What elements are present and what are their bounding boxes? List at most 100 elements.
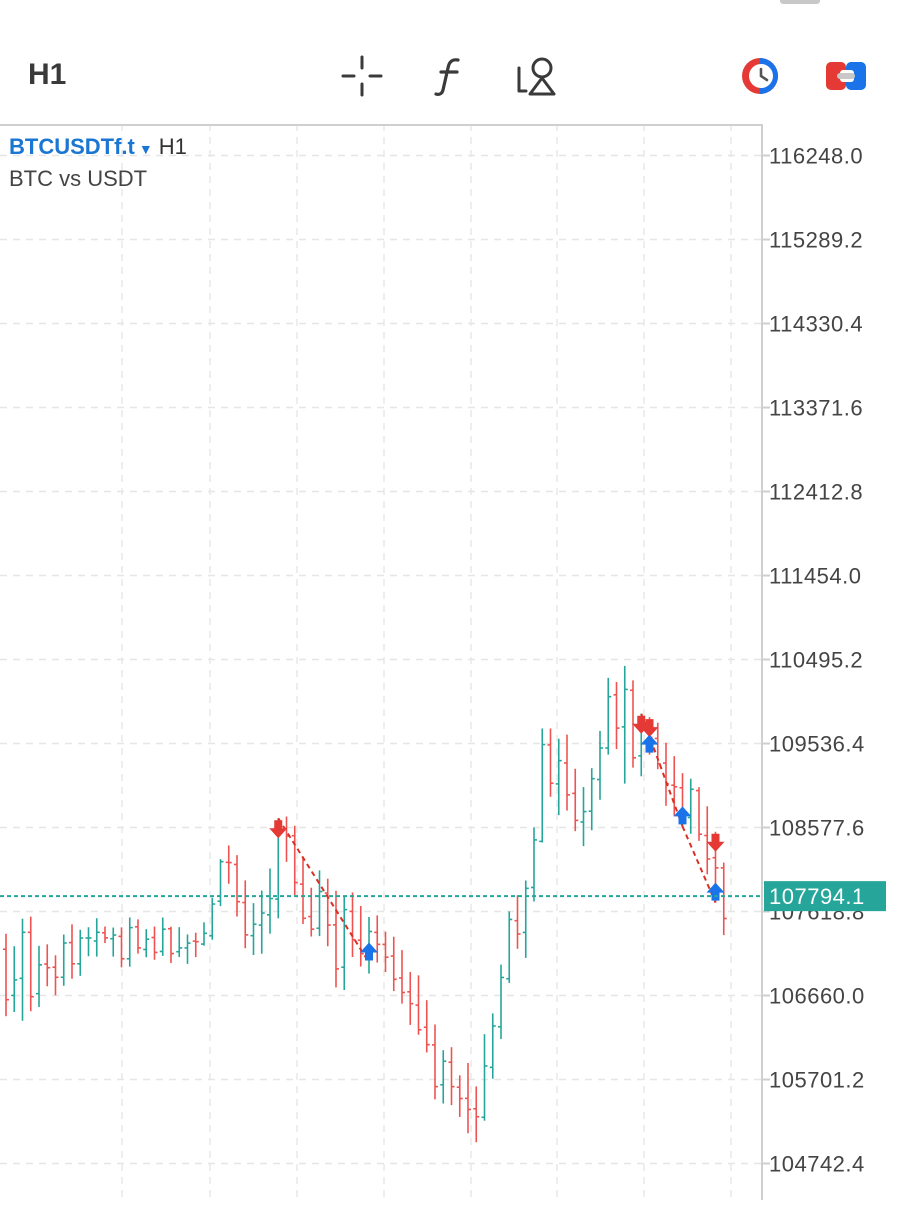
objects-icon[interactable] <box>514 54 558 98</box>
candle <box>696 787 702 841</box>
candle <box>341 895 348 990</box>
candle <box>572 768 579 832</box>
candle <box>498 964 504 1040</box>
candle <box>110 927 117 957</box>
candle <box>118 927 125 968</box>
candle <box>126 917 133 967</box>
price-tick-label: 111454.0 <box>769 564 862 589</box>
candle <box>374 915 381 963</box>
candle <box>432 1024 438 1100</box>
function-icon[interactable] <box>428 54 472 98</box>
top-toolbar: H1 <box>0 0 900 124</box>
candle <box>514 895 521 949</box>
candle <box>399 950 405 1004</box>
trade-line <box>681 825 717 904</box>
candle <box>324 878 331 947</box>
candle <box>357 905 364 967</box>
timeframe-button[interactable]: H1 <box>28 58 67 91</box>
price-tick-label: 104742.4 <box>769 1152 865 1177</box>
candle <box>621 665 628 784</box>
buy-signal-arrow <box>673 806 692 825</box>
candle <box>250 903 257 956</box>
candle <box>407 971 414 1025</box>
price-tick-label: 109536.4 <box>769 732 865 757</box>
candle <box>52 955 59 996</box>
price-axis[interactable]: 116248.0 115289.2 114330.4 113371.6 112412.8… <box>762 144 865 1177</box>
one-click-trading-icon[interactable] <box>738 54 782 98</box>
candle <box>3 933 9 1017</box>
candle <box>225 845 232 884</box>
symbol-name[interactable]: BTCUSDTf.t <box>9 134 135 159</box>
candle <box>687 778 694 834</box>
candle <box>671 756 678 816</box>
candle <box>349 892 356 958</box>
trade-line <box>277 817 370 964</box>
buy-signal-arrow <box>360 942 378 961</box>
price-tick-label: 116248.0 <box>769 144 863 169</box>
price-tick-label: 115289.2 <box>769 228 863 253</box>
candle <box>423 1000 430 1053</box>
candle <box>27 916 34 1012</box>
price-tick-label: 108577.6 <box>769 816 865 841</box>
candle <box>456 1075 463 1117</box>
candle <box>267 868 273 934</box>
candle <box>93 918 100 957</box>
candle <box>36 945 42 1007</box>
trade-toggle-icon[interactable] <box>824 54 868 98</box>
chart-canvas[interactable]: 116248.0 115289.2 114330.4 113371.6 112412.8… <box>0 124 900 1200</box>
price-tick-label: 105701.2 <box>769 1068 865 1093</box>
candle <box>440 1050 447 1104</box>
candle <box>547 728 554 797</box>
sell-signal-arrow <box>269 820 288 839</box>
candle <box>481 1034 488 1121</box>
candle <box>201 922 207 946</box>
sell-signal-arrow <box>706 833 725 852</box>
candle <box>531 827 537 902</box>
candle <box>605 677 612 755</box>
candle <box>720 862 727 936</box>
candle <box>11 946 18 1012</box>
candle <box>234 855 240 917</box>
price-chart[interactable]: 116248.0 115289.2 114330.4 113371.6 112412.8… <box>0 124 900 1200</box>
candle <box>291 825 298 896</box>
symbol-header[interactable]: BTCUSDTf.t ▼ H1 <box>9 134 187 160</box>
candle <box>654 722 661 770</box>
candle <box>151 926 158 960</box>
sell-signal-arrow <box>640 719 659 738</box>
candle <box>473 1086 480 1143</box>
candle <box>465 1062 471 1134</box>
chart-grid <box>0 124 762 1200</box>
candle <box>283 816 290 862</box>
candle <box>539 728 546 843</box>
price-tick-label: 106660.0 <box>769 984 865 1009</box>
price-tick-label: 114330.4 <box>769 312 863 337</box>
candle <box>69 924 75 979</box>
candle <box>522 880 529 958</box>
candle <box>19 918 26 1021</box>
candle <box>217 859 224 907</box>
symbol-description: BTC vs USDT <box>9 166 148 191</box>
candle <box>242 880 249 949</box>
candle <box>44 944 51 987</box>
candle <box>489 1013 496 1079</box>
candle <box>597 730 603 800</box>
candle <box>564 734 570 811</box>
price-tick-label: 110495.2 <box>769 648 863 673</box>
candle <box>176 927 183 958</box>
sell-signal-arrow <box>632 715 651 734</box>
crosshair-icon[interactable] <box>340 54 384 98</box>
current-price-marker: 107794.1 <box>0 881 886 912</box>
price-tick-label: 113371.6 <box>769 396 863 421</box>
symbol-dropdown-icon[interactable]: ▼ <box>138 141 153 157</box>
candle <box>333 890 339 988</box>
candle <box>300 856 306 924</box>
current-price-label: 107794.1 <box>769 884 865 909</box>
candle <box>209 897 216 940</box>
candle-series <box>3 665 727 1143</box>
candle <box>77 929 84 976</box>
price-tick-label: 112412.8 <box>769 480 863 505</box>
candle <box>102 926 108 944</box>
candle <box>316 870 323 937</box>
candle <box>159 917 166 956</box>
candle <box>60 934 67 986</box>
